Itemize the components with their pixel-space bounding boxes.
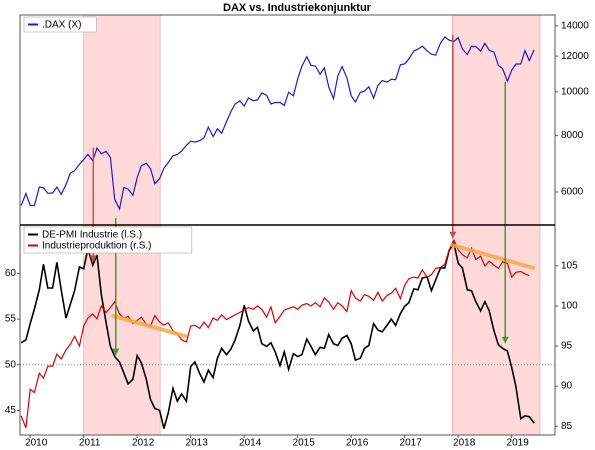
legend-label: .DAX (X) bbox=[42, 20, 81, 31]
y-tick-label: 14000 bbox=[561, 21, 589, 32]
arrow-head bbox=[89, 255, 97, 263]
arrow-head bbox=[112, 348, 120, 356]
y-tick-label: 45 bbox=[5, 405, 17, 416]
y-tick-label: 6000 bbox=[561, 187, 584, 198]
x-tick-label: 2011 bbox=[79, 438, 101, 449]
y2-tick-label: 100 bbox=[561, 301, 578, 312]
series-line bbox=[20, 238, 530, 429]
trend-line bbox=[111, 313, 188, 339]
chart-title: DAX vs. Industriekonjunktur bbox=[223, 2, 372, 14]
y-tick-label: 50 bbox=[5, 359, 17, 370]
x-tick-label: 2014 bbox=[239, 438, 262, 449]
y-tick-label: 8000 bbox=[561, 130, 584, 141]
legend-box bbox=[23, 226, 193, 254]
y-tick-label: 55 bbox=[5, 314, 17, 325]
y2-tick-label: 95 bbox=[561, 341, 573, 352]
x-tick-label: 2019 bbox=[507, 438, 530, 449]
x-tick-label: 2013 bbox=[186, 438, 209, 449]
x-tick-label: 2012 bbox=[132, 438, 155, 449]
y-tick-label: 60 bbox=[5, 268, 17, 279]
legend-label: DE-PMI Industrie (l.S.) bbox=[42, 230, 142, 241]
arrow-head bbox=[449, 231, 457, 239]
trend-line bbox=[450, 243, 536, 270]
legend-box bbox=[23, 16, 97, 33]
y-tick-label: 10000 bbox=[561, 86, 589, 97]
x-tick-label: 2017 bbox=[400, 438, 423, 449]
y2-tick-label: 85 bbox=[561, 421, 573, 432]
arrow-head bbox=[501, 336, 509, 344]
x-tick-label: 2018 bbox=[453, 438, 476, 449]
x-tick-label: 2015 bbox=[293, 438, 316, 449]
y2-tick-label: 90 bbox=[561, 381, 573, 392]
series-line bbox=[20, 36, 535, 211]
y2-tick-label: 105 bbox=[561, 261, 578, 272]
x-tick-label: 2010 bbox=[25, 438, 48, 449]
x-tick-label: 2016 bbox=[346, 438, 369, 449]
y-tick-label: 12000 bbox=[561, 51, 589, 62]
legend-label: Industrieproduktion (r.S.) bbox=[42, 241, 152, 252]
